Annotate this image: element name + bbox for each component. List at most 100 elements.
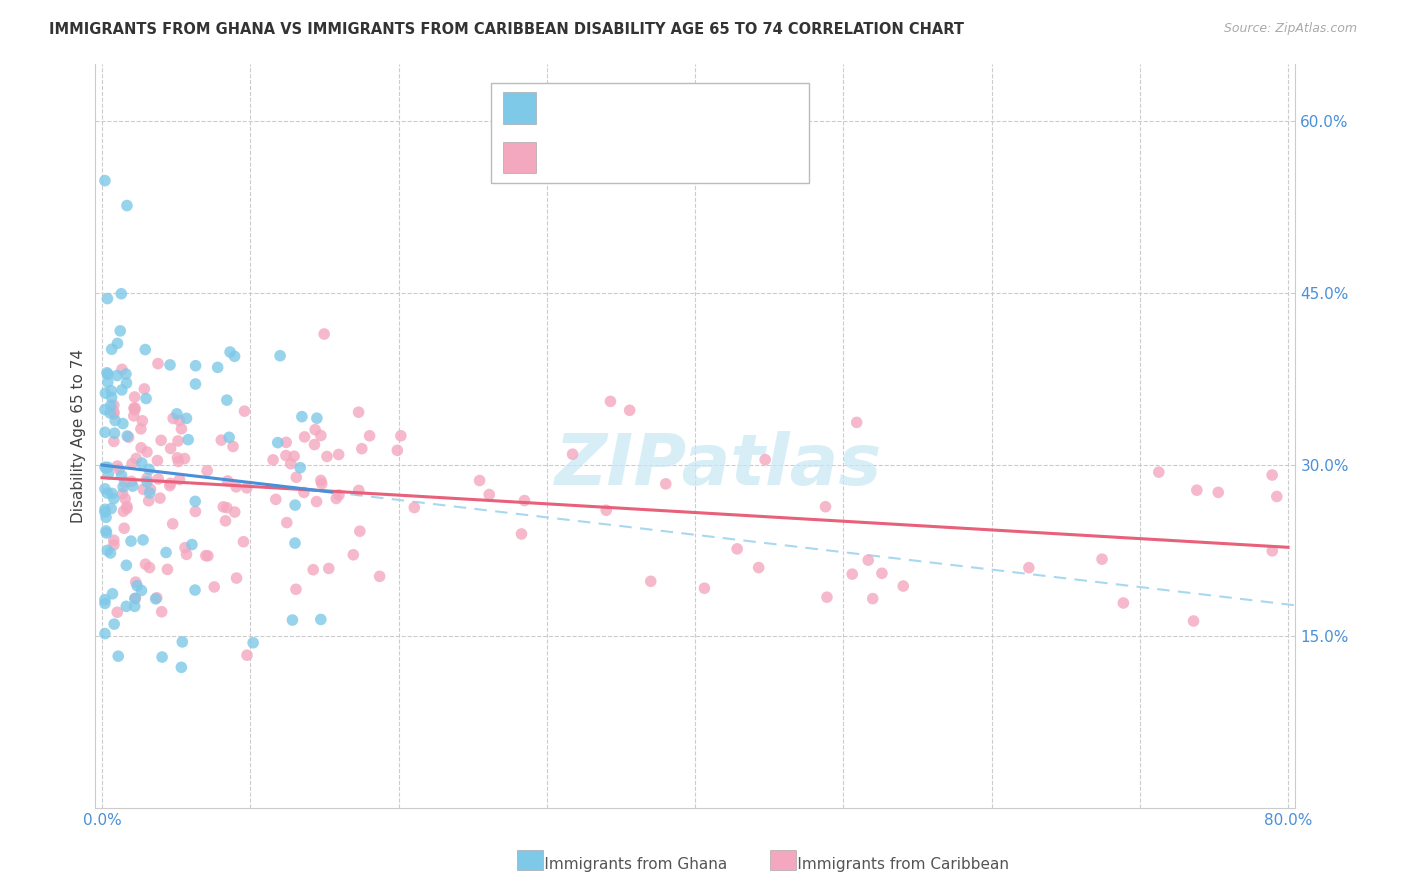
Point bbox=[110, 324, 132, 338]
Point bbox=[858, 553, 880, 567]
Point bbox=[1265, 490, 1288, 504]
Point bbox=[136, 445, 159, 459]
Point bbox=[328, 448, 350, 462]
Point bbox=[292, 485, 315, 500]
Point bbox=[184, 583, 207, 598]
Point bbox=[100, 546, 122, 560]
Point bbox=[139, 482, 162, 496]
Point bbox=[124, 591, 146, 606]
Y-axis label: Disability Age 65 to 74: Disability Age 65 to 74 bbox=[72, 349, 86, 523]
Text: N =: N = bbox=[685, 151, 721, 165]
Point bbox=[184, 377, 207, 392]
Point bbox=[138, 462, 160, 476]
Point bbox=[291, 409, 314, 424]
Point bbox=[136, 471, 159, 485]
Point bbox=[387, 443, 409, 458]
Text: N =: N = bbox=[685, 101, 721, 115]
Point bbox=[281, 613, 304, 627]
Point bbox=[145, 591, 167, 606]
Point bbox=[170, 660, 193, 674]
Point bbox=[94, 482, 117, 496]
Point bbox=[233, 404, 256, 418]
Point bbox=[215, 393, 238, 408]
Point bbox=[309, 474, 332, 488]
Point bbox=[1018, 560, 1040, 574]
Point bbox=[103, 617, 125, 632]
Point bbox=[111, 417, 134, 431]
Point bbox=[96, 486, 118, 500]
Point bbox=[125, 451, 148, 466]
Point bbox=[328, 488, 350, 502]
Text: ZIPatlas: ZIPatlas bbox=[555, 432, 883, 500]
Point bbox=[311, 476, 333, 491]
Point bbox=[97, 467, 120, 481]
Point bbox=[167, 454, 190, 468]
Point bbox=[159, 358, 181, 372]
Text: R =: R = bbox=[547, 151, 582, 165]
Point bbox=[862, 591, 884, 606]
Point bbox=[155, 545, 177, 559]
Point bbox=[184, 494, 207, 508]
Point bbox=[131, 456, 153, 470]
Point bbox=[1091, 552, 1114, 566]
Point bbox=[169, 413, 191, 427]
Point bbox=[513, 493, 536, 508]
Point bbox=[159, 442, 181, 456]
Point bbox=[184, 359, 207, 373]
Point bbox=[124, 401, 146, 415]
Point bbox=[222, 440, 245, 454]
Point bbox=[290, 460, 312, 475]
Point bbox=[280, 457, 302, 471]
Point bbox=[176, 411, 198, 425]
Point bbox=[121, 457, 143, 471]
Point bbox=[640, 574, 662, 589]
Point bbox=[269, 349, 291, 363]
Point bbox=[101, 587, 124, 601]
Point bbox=[146, 357, 169, 371]
Point bbox=[219, 345, 242, 359]
Point bbox=[94, 174, 117, 188]
Point bbox=[114, 475, 136, 490]
Point bbox=[209, 433, 232, 447]
Point bbox=[134, 382, 156, 396]
Point bbox=[177, 433, 200, 447]
Point bbox=[94, 402, 117, 417]
Point bbox=[138, 493, 160, 508]
Point bbox=[115, 501, 138, 516]
Point bbox=[97, 375, 120, 389]
Point bbox=[105, 458, 128, 473]
Point bbox=[478, 487, 501, 501]
Point bbox=[124, 390, 146, 404]
Point bbox=[94, 592, 117, 607]
Point bbox=[814, 500, 837, 514]
Point bbox=[150, 605, 173, 619]
Point bbox=[267, 435, 290, 450]
Point bbox=[111, 383, 134, 397]
Point bbox=[815, 590, 838, 604]
Point bbox=[150, 434, 173, 448]
FancyBboxPatch shape bbox=[503, 142, 537, 173]
Point bbox=[121, 475, 143, 489]
Point bbox=[202, 580, 225, 594]
Point bbox=[131, 583, 153, 598]
Text: Source: ZipAtlas.com: Source: ZipAtlas.com bbox=[1223, 22, 1357, 36]
Point bbox=[236, 481, 259, 495]
Point bbox=[103, 405, 125, 419]
Point bbox=[121, 479, 143, 493]
Point bbox=[285, 470, 308, 484]
Point bbox=[103, 398, 125, 412]
Point bbox=[148, 472, 170, 486]
Point bbox=[114, 491, 136, 506]
Text: Immigrants from Caribbean: Immigrants from Caribbean bbox=[773, 857, 1010, 872]
Point bbox=[318, 561, 340, 575]
Point bbox=[125, 575, 148, 590]
Text: 145: 145 bbox=[734, 151, 766, 165]
Point bbox=[124, 599, 146, 614]
Point bbox=[262, 453, 284, 467]
Point bbox=[105, 605, 128, 619]
Point bbox=[129, 422, 152, 436]
Point bbox=[98, 406, 121, 420]
Point bbox=[159, 476, 181, 491]
Point bbox=[94, 460, 117, 475]
Point bbox=[166, 407, 188, 421]
